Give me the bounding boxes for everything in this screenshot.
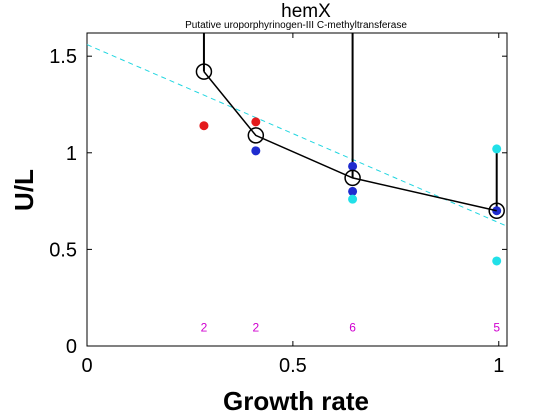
mean-marker: [195, 63, 213, 80]
trend-line-layer: [86, 44, 508, 227]
x-tick-label: 0: [81, 355, 92, 377]
data-point-blue: [251, 146, 261, 156]
count-label: 2: [201, 321, 208, 335]
x-axis-label: Growth rate: [223, 386, 369, 416]
mean-marker: [488, 202, 505, 220]
y-tick-label: 0: [66, 336, 77, 358]
count-label: 5: [493, 321, 500, 335]
axis-ticks-layer: 0 0.5 1 0 0.5 1 1.5: [49, 33, 507, 377]
count-labels-layer: 2 2 6 5: [201, 321, 501, 335]
mean-marker: [247, 127, 265, 144]
chart-title: hemX: [281, 1, 331, 22]
y-tick-label: 1.5: [49, 46, 77, 68]
error-bars-layer: [202, 33, 498, 211]
chart-subtitle: Putative uroporphyrinogen-III C-methyltr…: [185, 20, 407, 31]
data-point-cyan: [348, 194, 358, 204]
mean-marker: [344, 169, 361, 187]
y-tick-label: 0.5: [49, 239, 77, 261]
data-point-red: [199, 121, 209, 131]
data-points-layer: [199, 117, 502, 266]
data-point-cyan: [492, 256, 502, 266]
count-label: 6: [349, 321, 356, 335]
mean-series-layer: [195, 63, 505, 220]
x-tick-label: 1: [493, 355, 504, 377]
data-point-blue: [348, 161, 358, 171]
plot-area-frame: [86, 32, 508, 347]
data-point-blue: [348, 186, 358, 196]
count-label: 2: [252, 321, 259, 335]
x-tick-label: 0.5: [279, 355, 307, 377]
data-point-red: [251, 117, 261, 127]
y-tick-label: 1: [66, 143, 77, 165]
data-point-cyan: [492, 144, 502, 154]
mean-line: [203, 71, 497, 212]
trend-line: [86, 44, 508, 227]
y-axis-label: U/L: [9, 169, 39, 211]
